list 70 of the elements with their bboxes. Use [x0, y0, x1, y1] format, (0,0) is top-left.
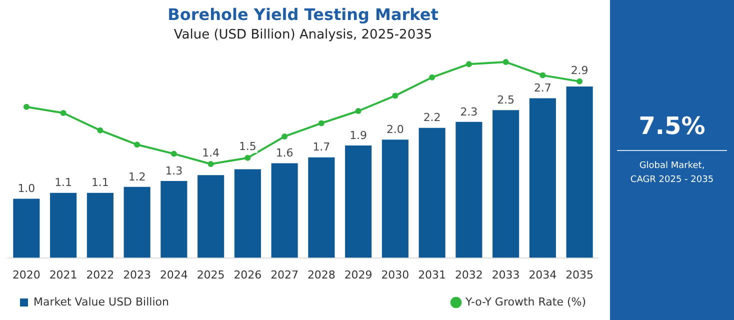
data-label: 2.5	[497, 93, 515, 106]
point	[208, 161, 214, 168]
data-label: 1.1	[54, 176, 72, 190]
point	[97, 127, 104, 134]
bar	[418, 128, 446, 258]
x-tick-label: 2020	[12, 268, 40, 282]
chart-title: Borehole Yield Testing Market	[168, 4, 439, 24]
bar	[345, 146, 372, 258]
bar	[124, 186, 150, 258]
x-tick-label: 2021	[49, 268, 78, 282]
legend-label: Y-o-Y Growth Rate (%)	[464, 295, 586, 308]
point	[282, 133, 288, 140]
bar	[160, 181, 188, 258]
bar	[456, 122, 482, 258]
data-label: 1.7	[312, 140, 330, 154]
data-label: 2.9	[570, 64, 588, 77]
data-label: 1.3	[165, 164, 183, 178]
x-tick-label: 2034	[528, 268, 557, 282]
x-tick-label: 2032	[454, 268, 483, 282]
data-label: 1.1	[91, 176, 109, 190]
data-label: 1.6	[276, 146, 294, 160]
x-tick-label: 2029	[344, 268, 372, 282]
x-tick-label: 2028	[307, 268, 336, 282]
data-label: 1.0	[18, 182, 36, 196]
point	[502, 59, 509, 66]
bar	[13, 198, 40, 258]
bar	[271, 163, 298, 258]
x-tick-label: 2031	[418, 268, 446, 282]
point	[355, 108, 362, 114]
point	[23, 104, 30, 110]
point	[576, 78, 583, 84]
x-tick-label: 2023	[123, 268, 152, 282]
bar	[382, 140, 408, 258]
point	[392, 92, 398, 99]
x-tick-label: 2026	[234, 268, 262, 282]
data-label: 1.9	[350, 128, 368, 142]
x-tick-label: 2030	[381, 268, 410, 282]
point	[318, 120, 324, 126]
bar	[50, 192, 77, 258]
x-tick-label: 2022	[86, 268, 114, 282]
bar	[86, 192, 114, 258]
text: 7.5%	[638, 112, 706, 140]
point	[244, 154, 251, 161]
text: Global Market, CAGR 2025 - 2035	[629, 160, 715, 187]
point	[170, 150, 177, 157]
bar	[492, 110, 520, 258]
x-tick-label: 2024	[160, 268, 188, 282]
x-tick-label: 2025	[196, 268, 225, 282]
x-tick-label: 2035	[566, 268, 594, 282]
data-label: 2.3	[460, 105, 478, 118]
data-label: 1.4	[202, 146, 220, 160]
x-tick-label: 2033	[492, 268, 520, 282]
data-label: 1.2	[128, 170, 146, 184]
bar	[308, 157, 335, 258]
bar	[529, 98, 556, 258]
bar	[566, 86, 593, 258]
chart-subtitle: Value (USD Billion) Analysis, 2025-2035	[174, 27, 432, 42]
bar	[234, 169, 261, 258]
data-label: 1.5	[238, 140, 256, 154]
point	[466, 61, 472, 68]
bar	[198, 175, 224, 258]
point	[60, 110, 66, 116]
x-tick-label: 2027	[270, 268, 299, 282]
legend-label: Market Value USD Billion	[34, 295, 170, 308]
data-label: 2.0	[386, 123, 404, 136]
point	[429, 74, 436, 80]
point	[134, 142, 140, 148]
point	[540, 72, 546, 78]
data-label: 2.2	[423, 111, 441, 124]
data-label: 2.7	[534, 82, 552, 95]
